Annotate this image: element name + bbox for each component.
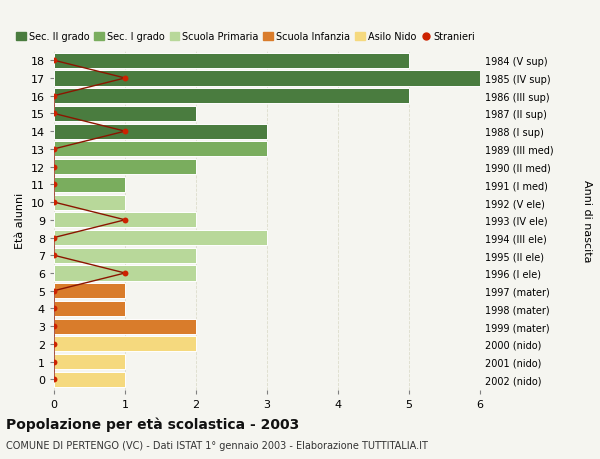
Point: [120, 128, 130, 135]
Point: [49, 235, 59, 242]
Bar: [54, 213, 196, 228]
Text: Popolazione per età scolastica - 2003: Popolazione per età scolastica - 2003: [6, 417, 299, 431]
Bar: [54, 178, 125, 192]
Point: [49, 57, 59, 65]
Y-axis label: Anni di nascita: Anni di nascita: [583, 179, 592, 262]
Point: [49, 146, 59, 153]
Bar: [54, 230, 267, 246]
Bar: [54, 266, 196, 281]
Point: [120, 270, 130, 277]
Y-axis label: Età alunni: Età alunni: [15, 192, 25, 248]
Point: [49, 199, 59, 206]
Bar: [54, 336, 196, 352]
Bar: [54, 54, 409, 69]
Bar: [54, 372, 125, 387]
Point: [49, 181, 59, 189]
Point: [120, 217, 130, 224]
Bar: [54, 160, 196, 175]
Point: [49, 376, 59, 383]
Bar: [54, 71, 480, 86]
Point: [49, 358, 59, 365]
Point: [120, 75, 130, 83]
Bar: [54, 248, 196, 263]
Legend: Sec. II grado, Sec. I grado, Scuola Primaria, Scuola Infanzia, Asilo Nido, Stran: Sec. II grado, Sec. I grado, Scuola Prim…: [16, 32, 475, 42]
Bar: [54, 142, 267, 157]
Point: [49, 111, 59, 118]
Bar: [54, 195, 125, 210]
Point: [49, 341, 59, 348]
Bar: [54, 284, 125, 299]
Point: [49, 163, 59, 171]
Point: [49, 305, 59, 313]
Bar: [54, 354, 125, 369]
Bar: [54, 106, 196, 122]
Point: [49, 323, 59, 330]
Point: [49, 93, 59, 100]
Bar: [54, 89, 409, 104]
Bar: [54, 124, 267, 140]
Point: [49, 287, 59, 295]
Bar: [54, 319, 196, 334]
Text: COMUNE DI PERTENGO (VC) - Dati ISTAT 1° gennaio 2003 - Elaborazione TUTTITALIA.I: COMUNE DI PERTENGO (VC) - Dati ISTAT 1° …: [6, 440, 428, 450]
Bar: [54, 301, 125, 316]
Point: [49, 252, 59, 259]
